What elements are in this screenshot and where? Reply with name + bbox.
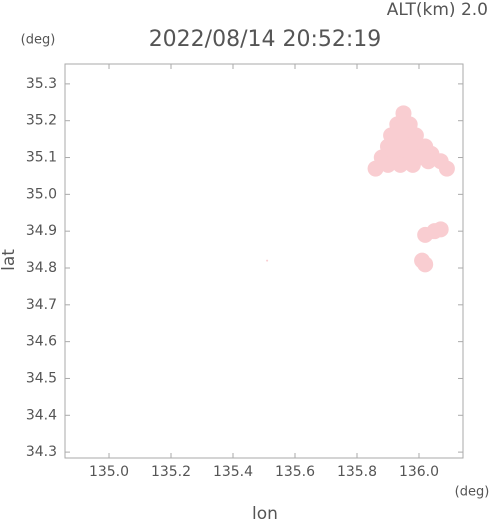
- data-point: [420, 153, 437, 170]
- y-tick-label: 34.7: [26, 297, 57, 313]
- x-tick-label: 135.6: [275, 464, 315, 480]
- x-tick-label: 135.4: [213, 464, 253, 480]
- data-point: [367, 160, 384, 177]
- y-tick-label: 34.3: [26, 444, 57, 460]
- data-point: [417, 256, 434, 273]
- y-tick-label: 34.8: [26, 260, 57, 276]
- chart-title: 2022/08/14 20:52:19: [149, 27, 382, 52]
- y-tick-label: 35.2: [26, 113, 57, 129]
- y-tick-label: 34.5: [26, 370, 57, 386]
- y-tick-label: 35.1: [26, 150, 57, 166]
- data-point: [379, 156, 396, 173]
- data-point: [432, 221, 449, 238]
- data-point: [404, 156, 421, 173]
- y-tick-label: 34.9: [26, 223, 57, 239]
- x-tick-label: 135.2: [151, 464, 191, 480]
- x-unit: (deg): [455, 485, 490, 500]
- y-tick-label: 34.4: [26, 407, 57, 423]
- plot-frame: [64, 63, 464, 459]
- y-tick-label: 35.3: [26, 76, 57, 92]
- altitude-label: ALT(km) 2.0: [387, 0, 488, 20]
- y-tick-label: 34.6: [26, 334, 57, 350]
- x-tick-label: 135.8: [337, 464, 377, 480]
- x-tick-label: 136.0: [399, 464, 439, 480]
- data-point: [266, 259, 269, 262]
- y-unit: (deg): [21, 33, 56, 48]
- y-tick-label: 35.0: [26, 186, 57, 202]
- data-point: [438, 160, 455, 177]
- x-axis-label: lon: [252, 504, 278, 521]
- x-tick-label: 135.0: [89, 464, 129, 480]
- y-axis-label: lat: [0, 249, 19, 271]
- data-point: [392, 156, 409, 173]
